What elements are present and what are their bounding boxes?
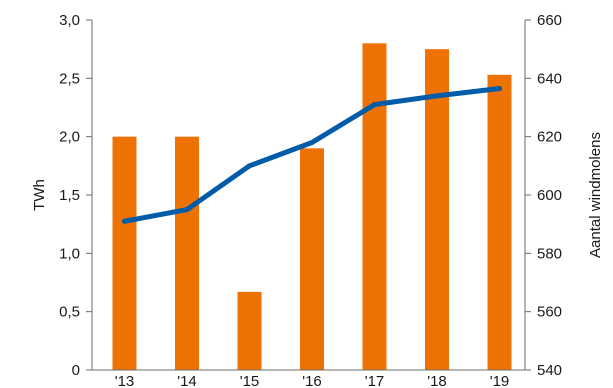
x-tick-label: '14 bbox=[177, 373, 197, 388]
line-point bbox=[184, 207, 190, 213]
left-tick-label: 3,0 bbox=[59, 12, 80, 29]
right-axis-ticks: 540 560 580 600 620 640 660 bbox=[525, 12, 562, 379]
x-tick-label: '18 bbox=[427, 373, 447, 388]
left-tick-label: 1,0 bbox=[59, 245, 80, 262]
bar bbox=[362, 43, 387, 370]
right-tick-label: 560 bbox=[537, 304, 562, 321]
right-tick-label: 600 bbox=[537, 187, 562, 204]
line-point bbox=[372, 102, 377, 108]
right-tick-label: 640 bbox=[537, 70, 562, 87]
bar bbox=[175, 136, 199, 370]
bar bbox=[300, 148, 324, 370]
left-tick-label: 0,5 bbox=[59, 304, 80, 321]
x-tick-label: '17 bbox=[365, 373, 385, 388]
line-series bbox=[122, 86, 502, 224]
right-axis-title: Aantal windmolens bbox=[587, 132, 604, 258]
x-tick-label: '13 bbox=[115, 373, 135, 388]
left-tick-label: 2,0 bbox=[59, 129, 80, 146]
bar bbox=[487, 74, 512, 370]
bar bbox=[112, 136, 137, 370]
x-axis-labels: '13 '14 '15 '16 '17 '18 '19 bbox=[115, 373, 510, 388]
bar-series bbox=[112, 43, 512, 371]
left-axis-title: TWh bbox=[31, 179, 48, 211]
left-axis-ticks: 0 0,5 1,0 1,5 2,0 2,5 3,0 bbox=[59, 12, 92, 379]
right-tick-label: 540 bbox=[537, 362, 562, 379]
x-tick-label: '16 bbox=[302, 373, 322, 388]
left-tick-label: 1,5 bbox=[59, 187, 80, 204]
bar bbox=[425, 49, 449, 371]
x-tick-label: '15 bbox=[240, 373, 260, 388]
line-point bbox=[309, 140, 315, 145]
x-tick-label: '19 bbox=[490, 373, 510, 388]
right-tick-label: 580 bbox=[537, 245, 562, 262]
left-tick-label: 2,5 bbox=[59, 70, 80, 87]
bar bbox=[237, 291, 262, 370]
right-tick-label: 620 bbox=[537, 129, 562, 146]
line-point bbox=[497, 86, 502, 92]
left-tick-label: 0 bbox=[72, 362, 80, 379]
line-point bbox=[122, 218, 127, 224]
right-tick-label: 660 bbox=[537, 12, 562, 29]
line-point bbox=[247, 163, 252, 169]
line-point bbox=[434, 93, 440, 99]
